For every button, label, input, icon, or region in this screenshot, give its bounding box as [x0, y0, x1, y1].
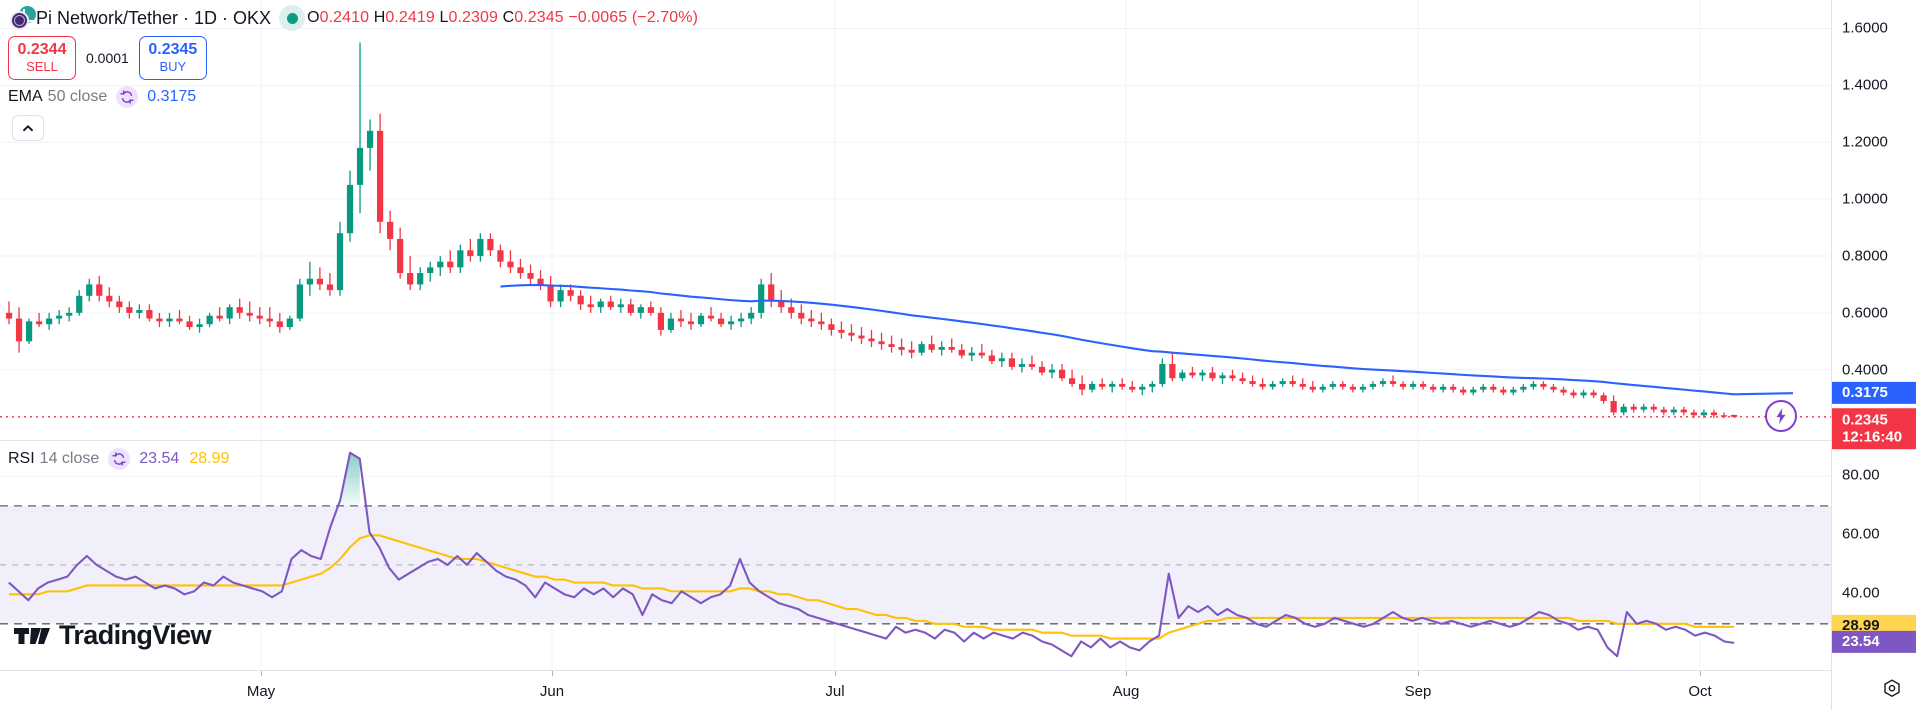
- lightning-bolt-icon[interactable]: [1765, 400, 1797, 432]
- time-axis-tick: [1418, 671, 1419, 676]
- rsi-indicator-legend[interactable]: RSI 14 close 23.54 28.99: [8, 444, 229, 474]
- market-open-dot-icon: [279, 5, 306, 31]
- last-price-badge[interactable]: 0.2345 12:16:40: [1832, 408, 1916, 450]
- time-axis-label: Oct: [1688, 683, 1712, 700]
- price-axis-tick: 0.8000: [1842, 247, 1888, 265]
- ohlc-close-label: C: [502, 9, 515, 26]
- hex-gear-icon[interactable]: [1879, 676, 1905, 702]
- time-axis-label: Sep: [1404, 683, 1432, 700]
- ohlc-high-value: 0.2419: [385, 9, 435, 26]
- price-axis-column[interactable]: 1.6000 1.4000 1.2000 1.0000 0.8000 0.6000 0.40…: [1831, 0, 1919, 710]
- rsi-chart-svg: [0, 441, 1831, 670]
- ema-args: 50 close: [47, 88, 108, 105]
- pi-tether-coin-icon: [8, 6, 36, 30]
- ohlc-high-label: H: [373, 9, 386, 26]
- buy-label: BUY: [159, 58, 187, 74]
- chevron-up-icon: [23, 125, 33, 132]
- time-axis[interactable]: May Jun Jul Aug Sep Oct: [0, 670, 1831, 710]
- rsi-ma-value: 28.99: [189, 450, 230, 467]
- buy-sell-row: 0.2344 SELL 0.0001 0.2345 BUY: [8, 34, 698, 82]
- time-axis-label: May: [246, 683, 276, 700]
- rsi-axis-tick: 60.00: [1842, 525, 1880, 543]
- countdown-timer: 12:16:40: [1842, 428, 1903, 446]
- time-axis-label: Jul: [825, 683, 845, 700]
- rsi-axis-tick: 80.00: [1842, 466, 1880, 484]
- rsi-name: RSI: [8, 450, 35, 467]
- ema-price-badge[interactable]: 0.3175: [1832, 382, 1916, 405]
- time-axis-tick: [1126, 671, 1127, 676]
- tradingview-wordmark: TradingView: [59, 620, 212, 650]
- price-axis-tick: 1.6000: [1842, 19, 1888, 37]
- ohlc-low-label: L: [439, 9, 449, 26]
- buy-price: 0.2345: [148, 41, 198, 59]
- last-price-value: 0.2345: [1842, 411, 1888, 429]
- sell-label: SELL: [26, 58, 58, 74]
- price-axis-tick: 1.2000: [1842, 133, 1888, 151]
- time-axis-tick: [1700, 671, 1701, 676]
- time-axis-tick: [835, 671, 836, 676]
- time-axis-label: Aug: [1112, 683, 1140, 700]
- symbol-title[interactable]: Pi Network/Tether · 1D · OKX: [36, 7, 272, 28]
- time-axis-label: Jun: [539, 683, 565, 700]
- chart-legend: Pi Network/Tether · 1D · OKX O0.2410 H0.…: [0, 0, 698, 112]
- symbol-row[interactable]: Pi Network/Tether · 1D · OKX O0.2410 H0.…: [8, 4, 698, 32]
- sell-price: 0.2344: [17, 41, 67, 59]
- price-axis-tick: 0.4000: [1842, 361, 1888, 379]
- ema-name: EMA: [8, 88, 43, 105]
- refresh-icon[interactable]: [116, 86, 139, 108]
- lightning-bolt-glyph: [1776, 408, 1786, 424]
- price-axis-tick: 1.0000: [1842, 190, 1888, 208]
- rsi-args: 14 close: [39, 450, 100, 467]
- buy-button[interactable]: 0.2345 BUY: [138, 36, 207, 80]
- rsi-value-badge[interactable]: 23.54: [1832, 630, 1916, 653]
- spread-value: 0.0001: [86, 50, 129, 66]
- ohlc-change: −0.0065 (−2.70%): [568, 9, 699, 26]
- price-chart-pane[interactable]: [0, 0, 1831, 438]
- ohlc-open-label: O: [307, 9, 320, 26]
- ohlc-close-value: 0.2345: [514, 9, 564, 26]
- rsi-value: 23.54: [139, 450, 180, 467]
- time-axis-tick: [552, 671, 553, 676]
- ema-indicator-legend[interactable]: EMA 50 close 0.3175: [8, 82, 698, 112]
- price-axis-tick: 1.4000: [1842, 76, 1888, 94]
- price-axis-tick: 0.6000: [1842, 304, 1888, 322]
- ohlc-low-value: 0.2309: [448, 9, 499, 26]
- refresh-icon[interactable]: [108, 448, 131, 470]
- collapse-pane-button[interactable]: [12, 115, 44, 141]
- ema-value: 0.3175: [147, 88, 197, 105]
- rsi-axis-tick: 40.00: [1842, 584, 1880, 602]
- ohlc-open-value: 0.2410: [319, 9, 370, 26]
- tradingview-logo-icon: [14, 627, 50, 644]
- rsi-chart-pane[interactable]: [0, 440, 1831, 670]
- ohlc-values: O0.2410 H0.2419 L0.2309 C0.2345 −0.0065 …: [307, 9, 698, 27]
- tradingview-logo[interactable]: TradingView: [14, 620, 212, 651]
- price-chart-svg: [0, 0, 1831, 438]
- time-axis-tick: [261, 671, 262, 676]
- sell-button[interactable]: 0.2344 SELL: [8, 36, 76, 80]
